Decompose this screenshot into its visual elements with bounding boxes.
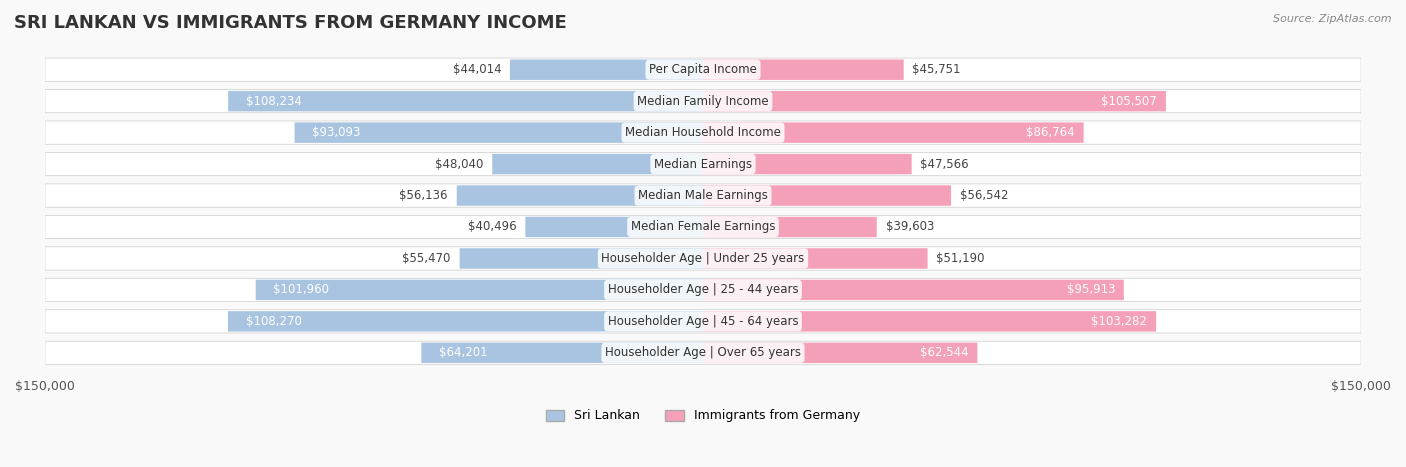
FancyBboxPatch shape bbox=[703, 343, 977, 363]
FancyBboxPatch shape bbox=[703, 59, 904, 80]
FancyBboxPatch shape bbox=[526, 217, 703, 237]
FancyBboxPatch shape bbox=[703, 122, 1084, 143]
FancyBboxPatch shape bbox=[45, 341, 1361, 364]
Text: Source: ZipAtlas.com: Source: ZipAtlas.com bbox=[1274, 14, 1392, 24]
FancyBboxPatch shape bbox=[45, 247, 1361, 270]
Text: Householder Age | Under 25 years: Householder Age | Under 25 years bbox=[602, 252, 804, 265]
Text: $62,544: $62,544 bbox=[920, 347, 969, 359]
Text: $55,470: $55,470 bbox=[402, 252, 451, 265]
Text: Per Capita Income: Per Capita Income bbox=[650, 63, 756, 76]
Text: $44,014: $44,014 bbox=[453, 63, 501, 76]
Text: $103,282: $103,282 bbox=[1091, 315, 1147, 328]
Text: $40,496: $40,496 bbox=[468, 220, 516, 234]
Text: $47,566: $47,566 bbox=[921, 157, 969, 170]
FancyBboxPatch shape bbox=[295, 122, 703, 143]
FancyBboxPatch shape bbox=[256, 280, 703, 300]
FancyBboxPatch shape bbox=[703, 185, 950, 206]
Text: $51,190: $51,190 bbox=[936, 252, 984, 265]
Text: $86,764: $86,764 bbox=[1026, 126, 1074, 139]
Text: Median Family Income: Median Family Income bbox=[637, 95, 769, 108]
Text: $39,603: $39,603 bbox=[886, 220, 934, 234]
Text: $105,507: $105,507 bbox=[1101, 95, 1157, 108]
Text: SRI LANKAN VS IMMIGRANTS FROM GERMANY INCOME: SRI LANKAN VS IMMIGRANTS FROM GERMANY IN… bbox=[14, 14, 567, 32]
FancyBboxPatch shape bbox=[45, 121, 1361, 144]
Text: Median Household Income: Median Household Income bbox=[626, 126, 780, 139]
FancyBboxPatch shape bbox=[45, 310, 1361, 333]
Text: $95,913: $95,913 bbox=[1067, 283, 1115, 297]
Text: $108,270: $108,270 bbox=[246, 315, 301, 328]
Text: $48,040: $48,040 bbox=[434, 157, 484, 170]
Text: $56,136: $56,136 bbox=[399, 189, 449, 202]
Text: $108,234: $108,234 bbox=[246, 95, 302, 108]
FancyBboxPatch shape bbox=[510, 59, 703, 80]
FancyBboxPatch shape bbox=[457, 185, 703, 206]
Text: Median Earnings: Median Earnings bbox=[654, 157, 752, 170]
FancyBboxPatch shape bbox=[422, 343, 703, 363]
Legend: Sri Lankan, Immigrants from Germany: Sri Lankan, Immigrants from Germany bbox=[541, 404, 865, 427]
Text: Householder Age | 25 - 44 years: Householder Age | 25 - 44 years bbox=[607, 283, 799, 297]
FancyBboxPatch shape bbox=[703, 248, 928, 269]
Text: Median Female Earnings: Median Female Earnings bbox=[631, 220, 775, 234]
FancyBboxPatch shape bbox=[45, 184, 1361, 207]
FancyBboxPatch shape bbox=[703, 154, 911, 174]
Text: $64,201: $64,201 bbox=[439, 347, 488, 359]
FancyBboxPatch shape bbox=[45, 90, 1361, 113]
Text: Median Male Earnings: Median Male Earnings bbox=[638, 189, 768, 202]
Text: Householder Age | Over 65 years: Householder Age | Over 65 years bbox=[605, 347, 801, 359]
FancyBboxPatch shape bbox=[460, 248, 703, 269]
FancyBboxPatch shape bbox=[703, 311, 1156, 332]
Text: $93,093: $93,093 bbox=[312, 126, 360, 139]
FancyBboxPatch shape bbox=[45, 152, 1361, 176]
FancyBboxPatch shape bbox=[228, 311, 703, 332]
FancyBboxPatch shape bbox=[703, 217, 877, 237]
Text: $101,960: $101,960 bbox=[273, 283, 329, 297]
Text: $56,542: $56,542 bbox=[960, 189, 1008, 202]
FancyBboxPatch shape bbox=[703, 280, 1123, 300]
Text: $45,751: $45,751 bbox=[912, 63, 960, 76]
FancyBboxPatch shape bbox=[228, 91, 703, 112]
FancyBboxPatch shape bbox=[45, 58, 1361, 81]
FancyBboxPatch shape bbox=[45, 278, 1361, 302]
FancyBboxPatch shape bbox=[45, 215, 1361, 239]
FancyBboxPatch shape bbox=[492, 154, 703, 174]
Text: Householder Age | 45 - 64 years: Householder Age | 45 - 64 years bbox=[607, 315, 799, 328]
FancyBboxPatch shape bbox=[703, 91, 1166, 112]
